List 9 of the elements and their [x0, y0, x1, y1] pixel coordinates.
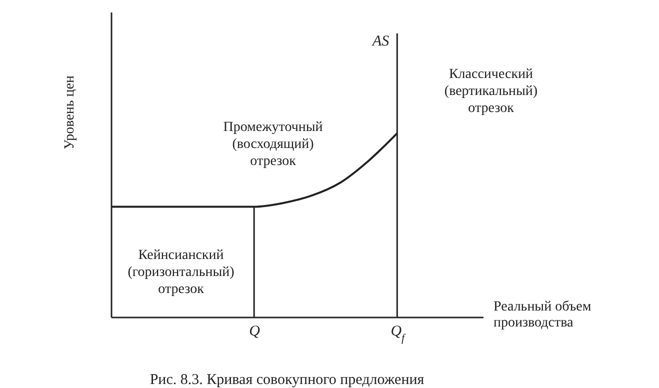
text: Рис. 8.3. Кривая совокупного предложения [150, 372, 424, 388]
text: Классический (вертикальный) отрезок [444, 67, 538, 116]
x-tick-label: Q$_{f}$ [390, 324, 407, 344]
annotation: Промежуточный (восходящий) отрезок [223, 120, 324, 169]
x-tick-label: Q [249, 324, 260, 340]
ref-line-label: AS [371, 33, 390, 50]
x-axis-title: Реальный объем производства [494, 300, 592, 330]
y-axis-title: Уровень цен [62, 74, 78, 150]
annotation: Кейнсианский (горизонтальный) отрезок [128, 248, 235, 297]
